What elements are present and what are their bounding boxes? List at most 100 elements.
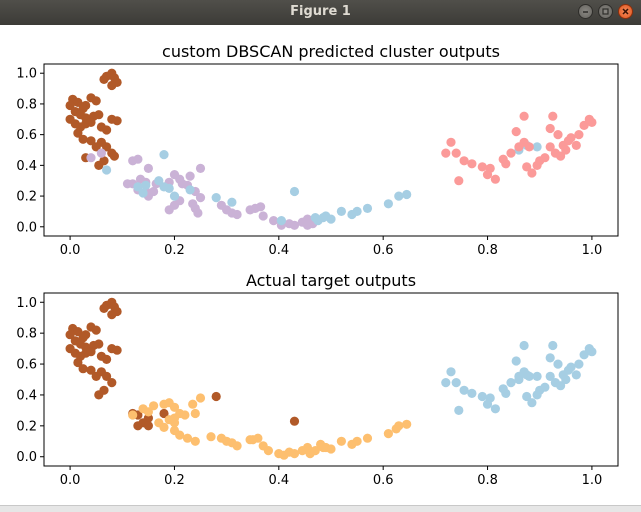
scatter-point: [206, 432, 216, 442]
scatter-point: [159, 408, 169, 419]
scatter-point: [78, 364, 88, 374]
scatter-point: [169, 191, 180, 201]
x-tick-label: 1.0: [582, 243, 603, 258]
scatter-point: [467, 159, 477, 169]
scatter-point: [193, 208, 203, 218]
scatter-point: [107, 378, 117, 388]
x-tick-label: 0.4: [268, 243, 289, 258]
scatter-point: [86, 136, 96, 146]
scatter-point: [190, 436, 200, 446]
close-button[interactable]: [618, 4, 633, 19]
scatter-point: [535, 385, 545, 395]
scatter-point: [182, 433, 193, 443]
scatter-point: [446, 137, 456, 147]
scatter-point: [556, 151, 566, 161]
scatter-point: [91, 96, 101, 106]
scatter-point: [211, 193, 221, 203]
scatter-point: [169, 200, 180, 210]
scatter-point: [318, 213, 328, 223]
scatter-point: [485, 393, 495, 403]
scatter-point: [141, 180, 151, 190]
scatter-point: [556, 381, 566, 391]
scatter-point: [289, 449, 300, 459]
scatter-point: [289, 220, 300, 230]
scatter-point: [522, 162, 532, 172]
scatter-point: [548, 111, 558, 121]
scatter-point: [514, 374, 524, 385]
scatter-point: [310, 446, 320, 456]
scatter-point: [511, 356, 521, 366]
scatter-point: [579, 120, 589, 130]
scatter-point: [506, 148, 516, 158]
scatter-point: [112, 345, 122, 355]
scatter-point: [318, 442, 328, 453]
scatter-point: [336, 436, 346, 446]
x-tick-label: 0.6: [373, 473, 394, 488]
scatter-point: [143, 407, 153, 417]
scatter-point: [258, 211, 268, 221]
y-tick-label: 0.6: [16, 358, 37, 373]
scatter-point: [477, 162, 487, 172]
scatter-point: [269, 216, 279, 226]
scatter-point: [107, 80, 117, 91]
scatter-point: [86, 153, 96, 163]
scatter-point: [78, 134, 88, 144]
scatter-point: [195, 393, 206, 403]
scatter-point: [102, 371, 112, 381]
scatter-point: [143, 421, 153, 431]
x-tick-label: 0.6: [373, 243, 394, 258]
scatter-point: [459, 156, 469, 166]
scatter-point: [86, 365, 96, 375]
scatter-point: [451, 378, 461, 388]
scatter-point: [94, 110, 104, 120]
scatter-point: [112, 116, 122, 126]
scatter-point: [522, 391, 532, 402]
scatter-point: [587, 117, 597, 127]
scatter-point: [175, 430, 185, 440]
plot-title: Actual target outputs: [246, 271, 416, 290]
scatter-point: [441, 148, 451, 158]
scatter-point: [527, 168, 537, 178]
scatter-point: [566, 362, 576, 372]
scatter-point: [232, 209, 242, 220]
y-tick-label: 1.0: [16, 67, 37, 82]
scatter-point: [232, 441, 242, 451]
scatter-point: [149, 401, 159, 411]
scatter-point: [532, 142, 542, 152]
scatter-point: [102, 354, 112, 364]
y-tick-label: 0.4: [16, 388, 37, 403]
scatter-point: [245, 435, 255, 445]
scatter-point: [276, 216, 286, 226]
scatter-point: [352, 206, 362, 216]
scatter-point: [402, 189, 412, 200]
maximize-button[interactable]: [598, 4, 613, 19]
scatter-point: [490, 174, 500, 184]
scatter-point: [545, 123, 555, 134]
scatter-point: [394, 191, 404, 201]
scatter-point: [485, 163, 495, 173]
scatter-point: [143, 163, 153, 173]
scatter-point: [128, 410, 138, 420]
axes-frame: [43, 63, 619, 237]
scatter-point: [109, 151, 119, 161]
scatter-point: [571, 140, 581, 150]
scatter-point: [164, 183, 174, 193]
scatter-point: [548, 340, 558, 351]
scatter-point: [65, 330, 75, 340]
y-tick-label: 0.4: [16, 159, 37, 174]
scatter-point: [454, 405, 464, 415]
minimize-button[interactable]: [578, 4, 593, 19]
scatter-point: [180, 410, 190, 420]
plot-title: custom DBSCAN predicted cluster outputs: [162, 42, 500, 61]
scatter-point: [94, 390, 104, 400]
scatter-point: [154, 176, 164, 186]
scatter-point: [587, 347, 597, 357]
scatter-point: [524, 142, 534, 152]
scatter-point: [190, 408, 200, 419]
scatter-point: [185, 185, 195, 195]
y-tick-label: 0.8: [16, 327, 37, 342]
toolbar-strip: [0, 505, 641, 512]
scatter-point: [169, 413, 180, 423]
figure-canvas: custom DBSCAN predicted cluster outputs 0…: [16, 42, 619, 488]
scatter-point: [91, 371, 101, 381]
